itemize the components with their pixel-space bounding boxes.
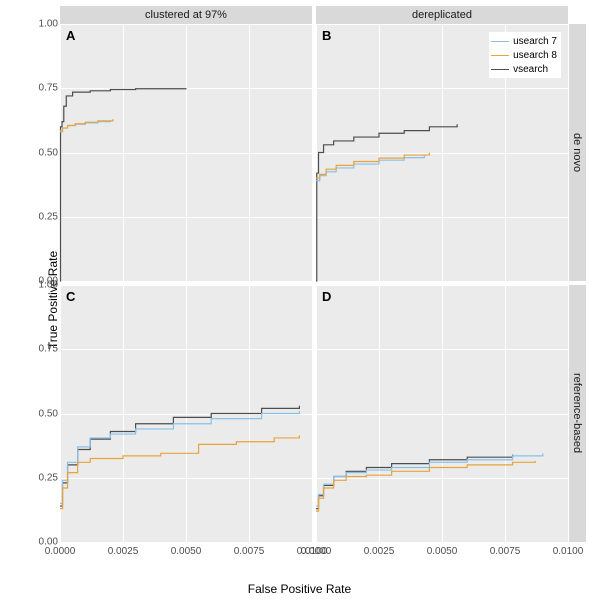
xtick-label: 0.0000 (45, 546, 76, 557)
xtick-label: 0.0025 (108, 546, 139, 557)
ytick-label: 1.00 (24, 280, 58, 291)
strip-col-1-label: dereplicated (412, 9, 472, 21)
ytick-label: 0.50 (24, 408, 58, 419)
xtick-label: 0.0000 (301, 546, 332, 557)
legend: usearch 7 usearch 8 vsearch (489, 32, 561, 78)
ytick-label: 0.25 (24, 211, 58, 222)
strip-col-0: clustered at 97% (60, 6, 312, 24)
xtick-label: 0.0025 (364, 546, 395, 557)
gridline-h (60, 542, 312, 543)
ytick-label: 0.75 (24, 83, 58, 94)
legend-label: usearch 8 (513, 50, 557, 61)
panel-tag-A: A (66, 28, 75, 43)
series-vsearch (60, 406, 299, 506)
panel-tag-C: C (66, 289, 75, 304)
legend-swatch (491, 50, 509, 60)
series-usearch7 (60, 411, 299, 504)
y-axis-label: True Positive Rate (46, 251, 60, 349)
legend-item-usearch8: usearch 8 (491, 48, 557, 62)
x-axis-label: False Positive Rate (248, 582, 351, 596)
strip-col-0-label: clustered at 97% (145, 9, 227, 21)
panel-C-svg (60, 285, 312, 542)
panel-tag-B: B (322, 28, 331, 43)
legend-swatch (491, 36, 509, 46)
roc-facet-figure: True Positive Rate False Positive Rate c… (0, 0, 599, 600)
xtick-label: 0.0050 (427, 546, 458, 557)
gridline-v (312, 24, 313, 281)
xtick-label: 0.0075 (490, 546, 521, 557)
xtick-label: 0.0075 (234, 546, 265, 557)
ytick-label: 0.25 (24, 472, 58, 483)
strip-row-0: de novo (568, 24, 586, 281)
legend-item-vsearch: vsearch (491, 62, 557, 76)
series-vsearch (316, 455, 513, 509)
series-vsearch (316, 124, 457, 281)
gridline-v (568, 24, 569, 281)
series-usearch8 (316, 461, 535, 511)
series-usearch7 (316, 155, 424, 181)
gridline-h (60, 281, 312, 282)
legend-item-usearch7: usearch 7 (491, 34, 557, 48)
series-usearch8 (60, 119, 113, 131)
ytick-label: 1.00 (24, 19, 58, 30)
strip-row-1-label: reference-based (571, 373, 583, 453)
panel-tag-D: D (322, 289, 331, 304)
strip-row-1: reference-based (568, 285, 586, 542)
legend-swatch (491, 64, 509, 74)
panel-A-svg (60, 24, 312, 281)
strip-row-0-label: de novo (571, 133, 583, 172)
legend-label: usearch 7 (513, 36, 557, 47)
series-usearch8 (316, 153, 429, 179)
gridline-h (316, 542, 568, 543)
gridline-h (316, 281, 568, 282)
legend-label: vsearch (513, 64, 548, 75)
gridline-v (568, 285, 569, 542)
ytick-label: 0.50 (24, 147, 58, 158)
xtick-label: 0.0050 (171, 546, 202, 557)
series-usearch8 (60, 435, 299, 508)
strip-col-1: dereplicated (316, 6, 568, 24)
gridline-v (312, 285, 313, 542)
panel-D-svg (316, 285, 568, 542)
ytick-label: 0.75 (24, 344, 58, 355)
series-vsearch (60, 88, 186, 281)
xtick-label: 0.0100 (553, 546, 584, 557)
